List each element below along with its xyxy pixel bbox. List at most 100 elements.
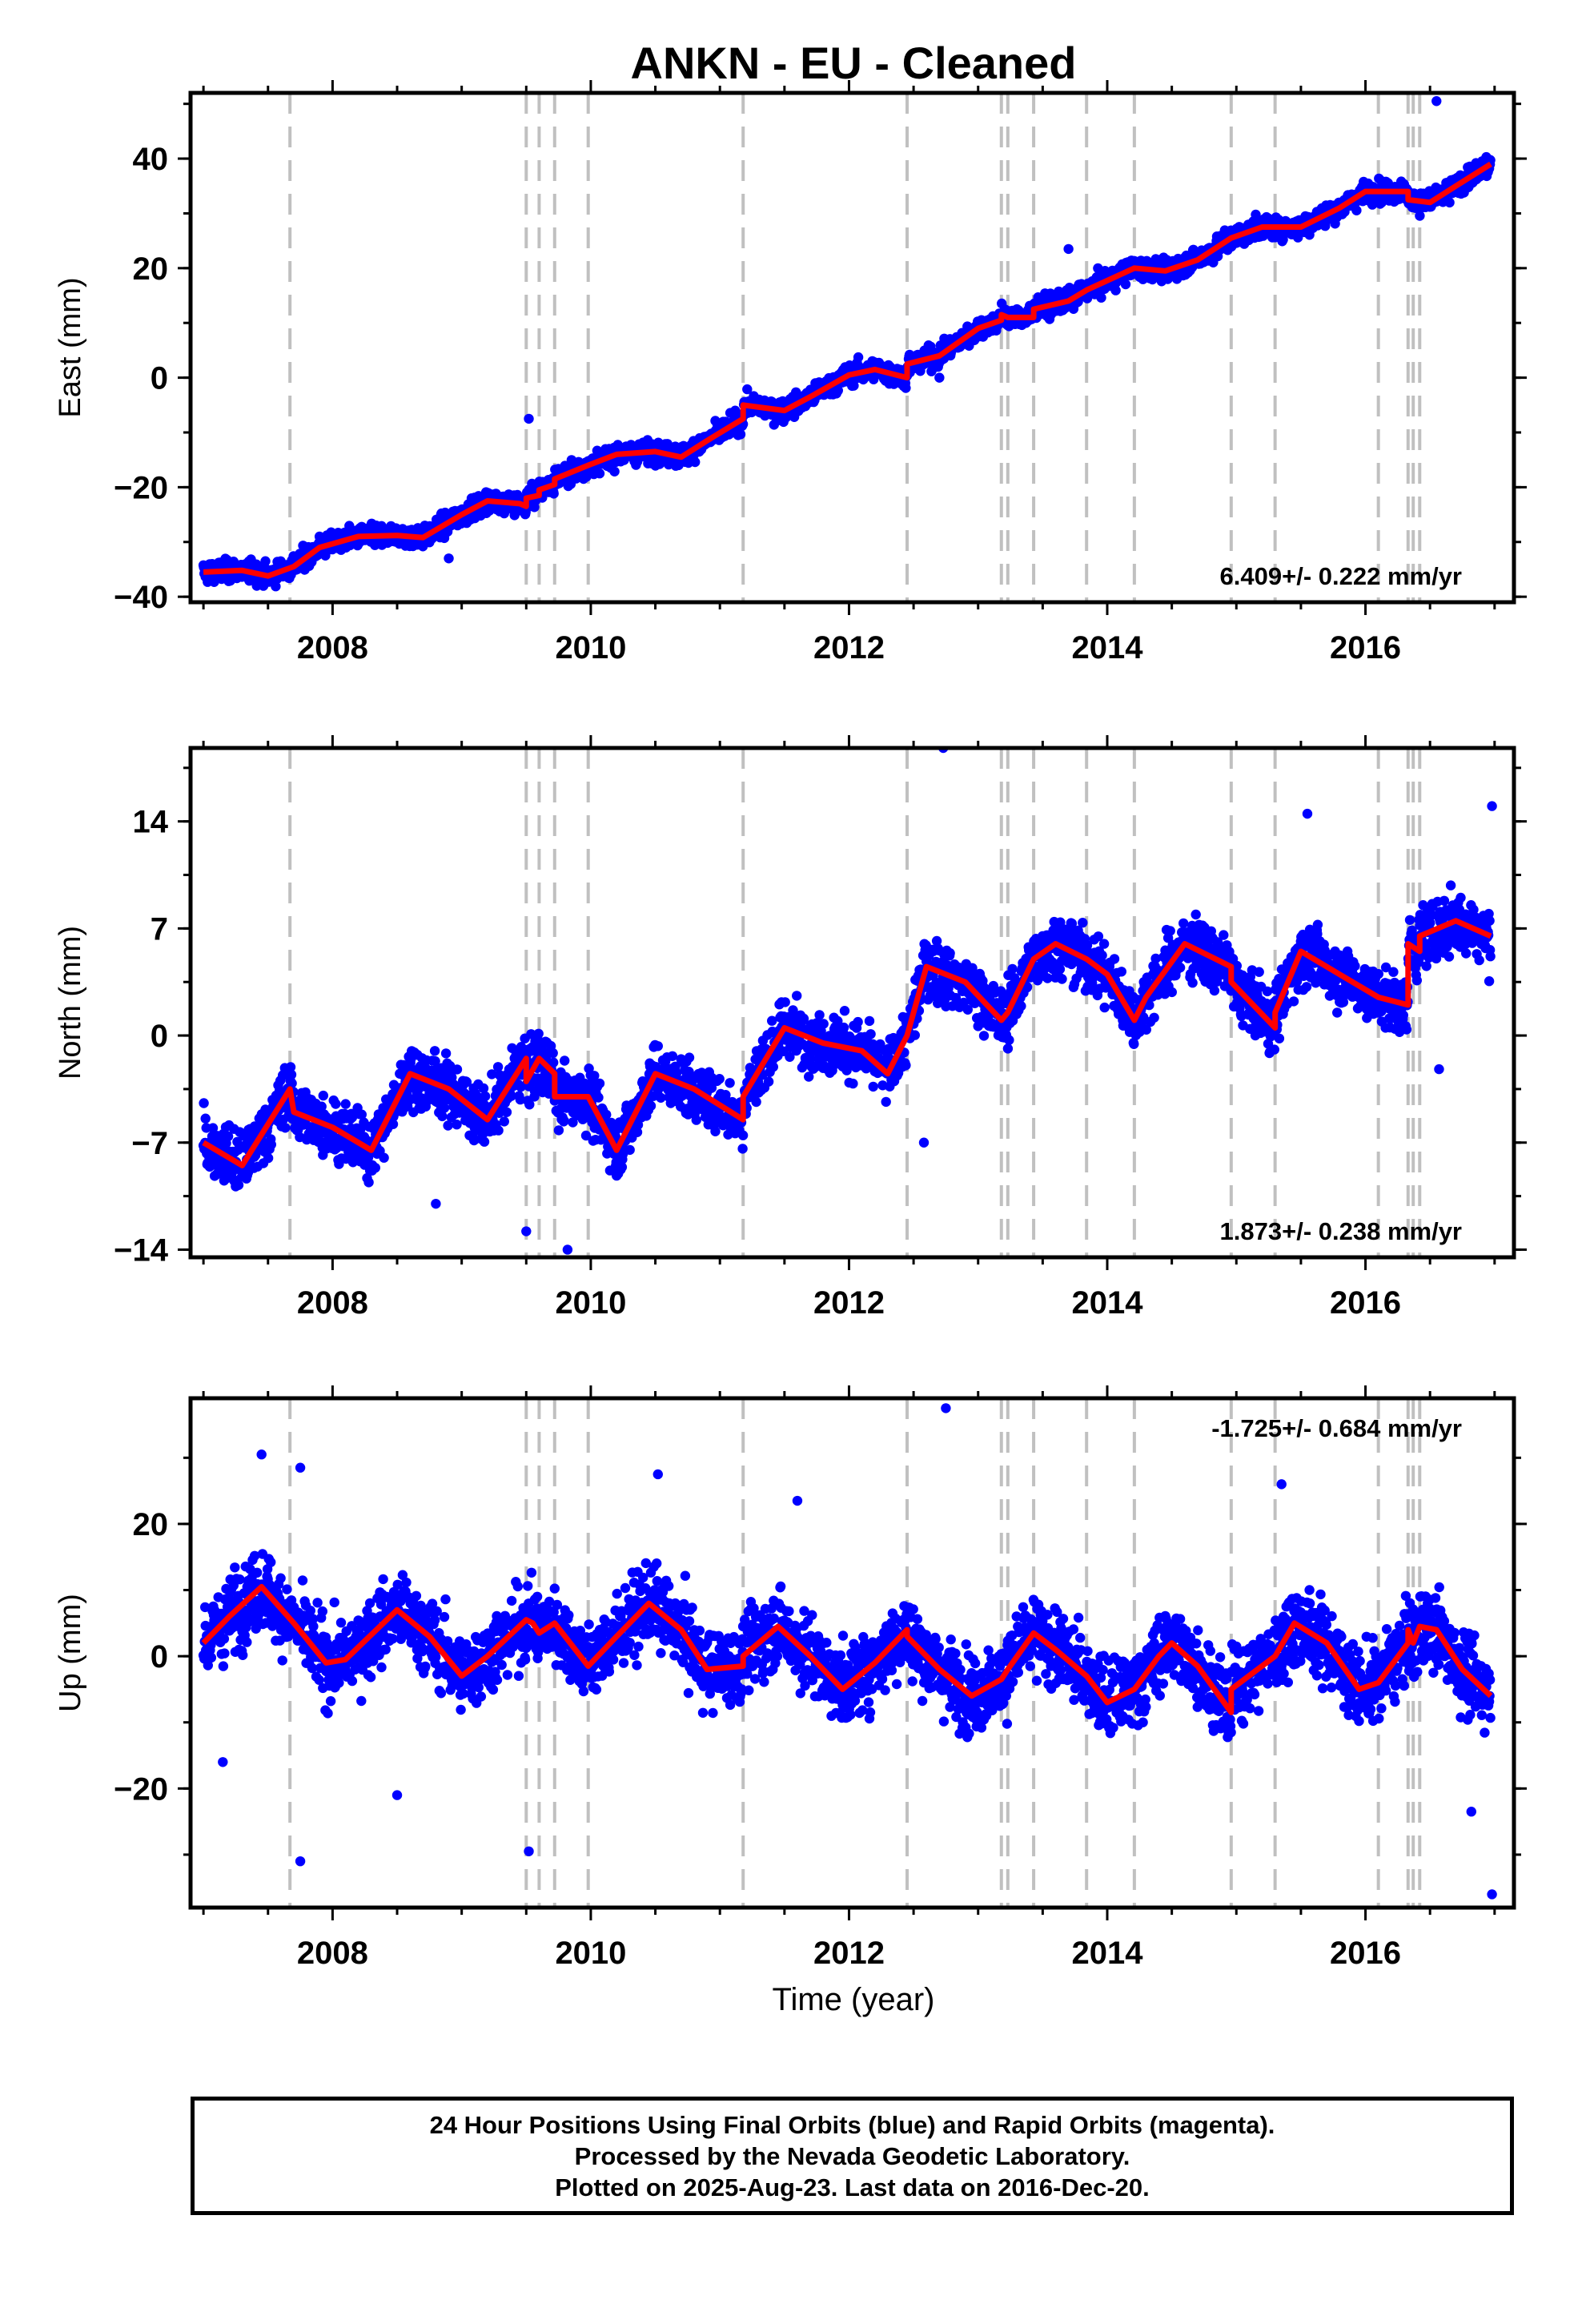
data-point — [616, 1162, 628, 1172]
data-point — [199, 1098, 209, 1108]
data-point — [833, 385, 844, 396]
data-point — [601, 1109, 612, 1120]
data-point — [429, 1046, 440, 1056]
data-point — [864, 1015, 875, 1027]
outlier-point — [444, 553, 454, 564]
data-point — [548, 1047, 558, 1059]
x-tick-label: 2008 — [297, 630, 368, 665]
data-point — [452, 1064, 463, 1075]
data-point — [227, 1168, 237, 1179]
data-point — [452, 1120, 462, 1130]
data-point — [901, 1060, 911, 1071]
data-point — [280, 1123, 291, 1133]
data-point — [581, 472, 592, 482]
data-point — [260, 556, 271, 566]
data-point — [853, 1016, 863, 1027]
data-point — [559, 1116, 569, 1126]
data-point — [1120, 279, 1131, 290]
data-point — [909, 1030, 921, 1040]
x-tick-label: 2014 — [1072, 630, 1144, 665]
data-point — [838, 1022, 849, 1033]
velocity-label-east: 6.409+/- 0.222 mm/yr — [1220, 562, 1462, 590]
data-point — [868, 1081, 878, 1092]
data-point — [347, 1112, 358, 1123]
data-points-east — [198, 96, 1496, 592]
data-point — [833, 1015, 843, 1027]
data-point — [901, 383, 911, 393]
data-point — [1444, 197, 1455, 208]
data-point — [363, 1177, 374, 1188]
data-point — [493, 1125, 504, 1136]
data-point — [461, 1077, 472, 1088]
plot-area-east — [198, 93, 1496, 602]
data-point — [439, 1103, 450, 1113]
data-point — [437, 1111, 448, 1122]
outlier-point — [1431, 96, 1442, 107]
data-point — [798, 1013, 809, 1024]
data-point — [706, 1083, 717, 1093]
outlier-point — [524, 413, 534, 424]
data-point — [725, 1078, 735, 1088]
data-point — [478, 1083, 489, 1094]
data-point — [768, 1062, 778, 1072]
data-point — [788, 1005, 798, 1015]
data-point — [1351, 205, 1362, 215]
data-point — [589, 1071, 600, 1081]
data-point — [691, 1115, 701, 1125]
data-point — [594, 468, 605, 479]
x-tick-label: 2012 — [813, 630, 885, 665]
data-point — [684, 1052, 695, 1063]
y-tick-label: 20 — [133, 251, 169, 287]
data-point — [767, 1015, 777, 1026]
data-point — [656, 1092, 666, 1104]
data-point — [742, 384, 753, 395]
data-point — [737, 1144, 748, 1154]
plot-frame-east — [188, 90, 1516, 605]
data-point — [667, 1051, 678, 1062]
chart-title: ANKN - EU - Cleaned — [631, 38, 1077, 88]
data-point — [266, 1140, 276, 1150]
data-point — [814, 1010, 825, 1020]
data-point — [223, 1131, 234, 1142]
data-point — [263, 1152, 274, 1164]
data-point — [387, 1119, 399, 1129]
outlier-point — [934, 372, 945, 383]
y-tick-label: 40 — [133, 142, 169, 177]
data-point — [340, 1099, 351, 1109]
data-point — [506, 1091, 516, 1101]
data-point — [763, 1076, 774, 1087]
data-point — [285, 1062, 296, 1072]
data-point — [331, 1099, 341, 1109]
data-point — [207, 1123, 219, 1133]
x-tick-label: 2010 — [555, 630, 626, 665]
data-point — [714, 1074, 725, 1084]
plot-area-north — [198, 748, 1497, 1257]
data-point — [548, 1057, 559, 1068]
data-point — [379, 1152, 389, 1163]
data-point — [553, 1125, 564, 1136]
data-point — [200, 1113, 211, 1124]
data-point — [318, 1090, 328, 1101]
data-point — [632, 1127, 643, 1138]
data-point — [652, 1041, 663, 1051]
y-tick-label: −20 — [114, 470, 168, 505]
data-point — [865, 1029, 876, 1039]
data-point — [624, 1144, 635, 1156]
data-point — [1110, 285, 1121, 296]
data-point — [533, 1028, 544, 1039]
data-point — [286, 1069, 297, 1080]
data-point — [480, 1091, 491, 1102]
x-tick-label: 2016 — [1330, 630, 1401, 665]
data-point — [370, 1163, 380, 1173]
data-point — [1415, 211, 1425, 221]
data-point — [316, 1101, 327, 1112]
data-point — [853, 352, 864, 363]
data-point — [548, 489, 559, 499]
data-point — [487, 1069, 497, 1080]
data-point — [501, 1107, 512, 1118]
data-point — [818, 1019, 829, 1029]
data-point — [356, 1109, 367, 1120]
